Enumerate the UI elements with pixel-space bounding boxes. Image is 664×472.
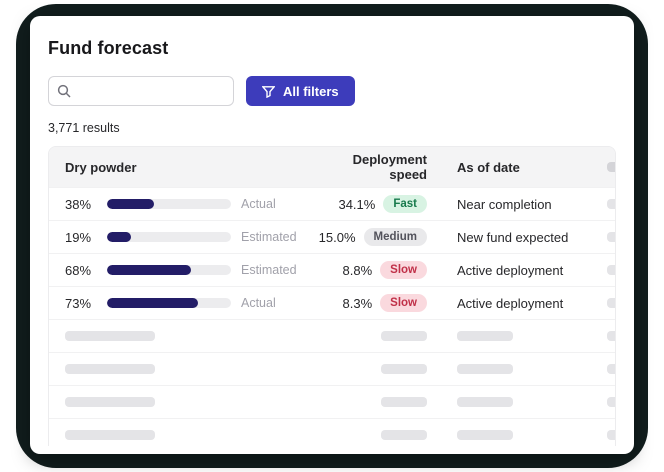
table-row[interactable]: 19% Estimated 15.0% Medium New fund expe…	[49, 220, 615, 253]
as-of-date-cell: Near completion	[457, 196, 552, 212]
dry-powder-value: 68%	[65, 262, 92, 278]
skeleton-cell	[591, 232, 615, 242]
skeleton-row	[49, 385, 615, 418]
column-header-as-of-date: As of date	[457, 159, 520, 175]
all-filters-button[interactable]: All filters	[246, 76, 355, 106]
search-input[interactable]	[77, 83, 225, 99]
dry-powder-value: 19%	[65, 229, 92, 245]
dry-powder-bar	[107, 298, 231, 308]
dry-powder-kind: Actual	[241, 296, 276, 310]
column-header-skeleton	[591, 162, 615, 172]
speed-value: 34.1%	[338, 196, 376, 212]
deployment-speed-cell: 34.1% Fast	[299, 195, 441, 213]
page-title: Fund forecast	[48, 38, 169, 58]
skeleton-cell	[591, 199, 615, 209]
dry-powder-bar	[107, 199, 231, 209]
speed-badge: Slow	[380, 294, 427, 312]
table-header-row: Dry powder Deployment speed As of date	[49, 147, 615, 187]
dry-powder-cell: 68% Estimated	[49, 263, 299, 278]
column-header-deployment-speed: Deployment speed	[352, 152, 427, 182]
speed-value: 15.0%	[318, 229, 356, 245]
dry-powder-cell: 38% Actual	[49, 197, 299, 212]
dry-powder-cell: 19% Estimated	[49, 230, 299, 245]
dry-powder-bar	[107, 265, 231, 275]
speed-value: 8.8%	[342, 262, 373, 278]
dry-powder-cell: 73% Actual	[49, 296, 299, 311]
deployment-speed-cell: 15.0% Medium	[299, 228, 441, 246]
skeleton-row	[49, 418, 615, 446]
table-row[interactable]: 68% Estimated 8.8% Slow Active deploymen…	[49, 253, 615, 286]
dry-powder-kind: Estimated	[241, 230, 297, 244]
column-header-dry-powder: Dry powder	[65, 159, 137, 175]
speed-badge: Slow	[380, 261, 427, 279]
dry-powder-bar	[107, 232, 231, 242]
skeleton-cell	[591, 298, 615, 308]
speed-badge: Fast	[383, 195, 427, 213]
skeleton-row	[49, 319, 615, 352]
search-icon	[57, 84, 71, 98]
all-filters-label: All filters	[283, 83, 339, 99]
speed-badge: Medium	[363, 228, 427, 246]
speed-value: 8.3%	[342, 295, 373, 311]
as-of-date-cell: Active deployment	[457, 295, 564, 311]
dry-powder-value: 73%	[65, 295, 92, 311]
filter-icon	[262, 85, 275, 98]
dry-powder-kind: Estimated	[241, 263, 297, 277]
dry-powder-value: 38%	[65, 196, 92, 212]
search-box[interactable]	[48, 76, 234, 106]
table-row[interactable]: 73% Actual 8.3% Slow Active deployment	[49, 286, 615, 319]
toolbar: All filters	[48, 76, 616, 106]
skeleton-cell	[591, 265, 615, 275]
deployment-speed-cell: 8.3% Slow	[299, 294, 441, 312]
fund-forecast-card: Fund forecast All filters 3,771 results …	[30, 16, 634, 454]
as-of-date-cell: New fund expected	[457, 229, 569, 245]
table-row[interactable]: 38% Actual 34.1% Fast Near completion	[49, 187, 615, 220]
deployment-speed-cell: 8.8% Slow	[299, 261, 441, 279]
forecast-table: Dry powder Deployment speed As of date 3…	[48, 146, 616, 446]
skeleton-row	[49, 352, 615, 385]
results-count: 3,771 results	[48, 121, 120, 135]
dry-powder-kind: Actual	[241, 197, 276, 211]
as-of-date-cell: Active deployment	[457, 262, 564, 278]
